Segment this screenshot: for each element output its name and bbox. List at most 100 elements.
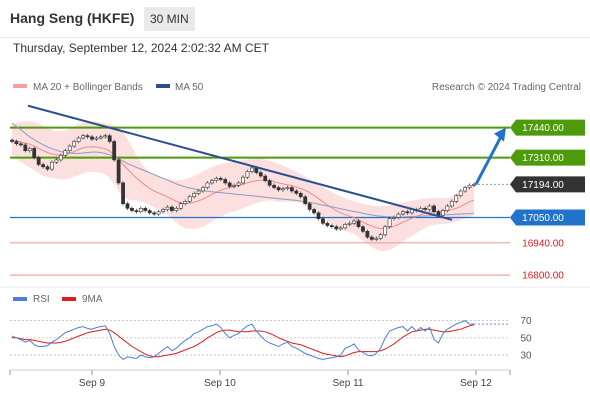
candle-body <box>303 196 308 204</box>
rsi-line <box>11 320 474 361</box>
candle-body <box>352 220 356 224</box>
projection-arrow-head <box>494 127 506 142</box>
candle-body <box>383 226 388 236</box>
candle-body <box>107 135 112 142</box>
level-label-2: 17194.00 <box>522 180 564 191</box>
level-label-1: 17310.00 <box>522 153 564 164</box>
timeframe-button[interactable]: 30 MIN <box>144 7 195 31</box>
candle-body <box>374 237 379 240</box>
candle-body <box>94 137 99 140</box>
candle-body <box>267 180 272 186</box>
candle-body <box>245 171 250 178</box>
candle-body <box>405 211 410 214</box>
candle-body <box>143 207 148 211</box>
candle-body <box>170 206 174 211</box>
candle-body <box>281 188 285 191</box>
ma50-legend-swatch <box>156 84 170 88</box>
level-label-0: 17440.00 <box>522 123 564 134</box>
candle-body <box>441 210 445 216</box>
level-label-5: 16800.00 <box>522 271 564 282</box>
candle-body <box>249 167 254 172</box>
bollinger-legend-swatch <box>13 84 27 88</box>
candle-body <box>67 145 72 151</box>
rsi-legend-label: RSI <box>33 294 50 305</box>
candle-body <box>347 222 352 225</box>
rsi-tick-70: 70 <box>520 316 532 327</box>
candle-body <box>63 150 68 156</box>
candle-body <box>183 201 188 204</box>
candle-body <box>54 159 59 163</box>
candle-body <box>285 187 290 189</box>
candle-body <box>365 231 370 238</box>
level-tag-1 <box>510 149 585 166</box>
candle-body <box>276 187 281 191</box>
candle-body <box>223 179 228 184</box>
candle-body <box>32 148 37 158</box>
candle-body <box>27 148 32 151</box>
candle-body <box>361 226 365 232</box>
candle-body <box>85 135 90 138</box>
candle-body <box>227 182 232 187</box>
candle-body <box>387 218 392 228</box>
candle-body <box>356 220 361 228</box>
candle-body <box>205 182 210 188</box>
rsi-ma-line <box>12 324 475 358</box>
x-tick-label: Sep 11 <box>333 378 364 389</box>
candle-body <box>289 187 294 192</box>
candle-body <box>161 209 165 213</box>
header-bar: Hang Seng (HKFE) 30 MIN <box>0 0 590 38</box>
candle-body <box>467 184 472 188</box>
candle-body <box>201 187 205 192</box>
candle-body <box>325 222 330 226</box>
candle-body <box>178 203 183 209</box>
candle-body <box>329 225 334 228</box>
candle-body <box>338 227 343 230</box>
candle-body <box>316 212 321 219</box>
candle-body <box>36 157 41 165</box>
instrument-title: Hang Seng (HKFE) <box>10 10 135 26</box>
candle-body <box>392 217 396 219</box>
candle-body <box>312 209 316 214</box>
candle-body <box>45 166 50 170</box>
rsi-ma-legend-swatch <box>62 297 76 301</box>
ma50-legend-label: MA 50 <box>175 82 204 93</box>
candle-body <box>134 210 139 213</box>
candle-body <box>307 203 312 210</box>
candle-body <box>449 201 454 207</box>
candle-body <box>81 135 85 139</box>
candle-body <box>432 205 436 213</box>
level-label-4: 16940.00 <box>522 238 564 249</box>
candle-body <box>445 205 450 211</box>
candle-body <box>236 182 241 186</box>
candle-body <box>218 178 223 180</box>
candle-body <box>156 211 161 215</box>
candle-body <box>369 236 374 240</box>
candle-body <box>103 135 108 138</box>
candle-body <box>23 144 28 151</box>
candle-body <box>454 195 459 202</box>
candle-body <box>138 207 143 213</box>
candle-body <box>272 184 276 188</box>
x-tick-label: Sep 9 <box>79 378 106 389</box>
candle-body <box>98 136 103 139</box>
candle-body <box>125 203 130 209</box>
candle-body <box>192 193 197 198</box>
candle-body <box>254 167 259 173</box>
candle-body <box>152 212 157 215</box>
candle-body <box>41 164 45 168</box>
bearish-trendline <box>27 104 453 221</box>
candle-body <box>90 136 94 140</box>
candle-body <box>396 213 401 218</box>
candle-body <box>50 161 54 170</box>
candle-body <box>210 180 214 184</box>
projection-arrow-shaft <box>474 133 504 186</box>
credit-text: Research © 2024 Trading Central <box>432 82 581 93</box>
candle-body <box>298 193 303 198</box>
candle-body <box>258 172 263 177</box>
candle-body <box>72 141 77 147</box>
candle-body <box>130 207 134 211</box>
candle-body <box>423 207 428 210</box>
candle-body <box>214 178 219 181</box>
